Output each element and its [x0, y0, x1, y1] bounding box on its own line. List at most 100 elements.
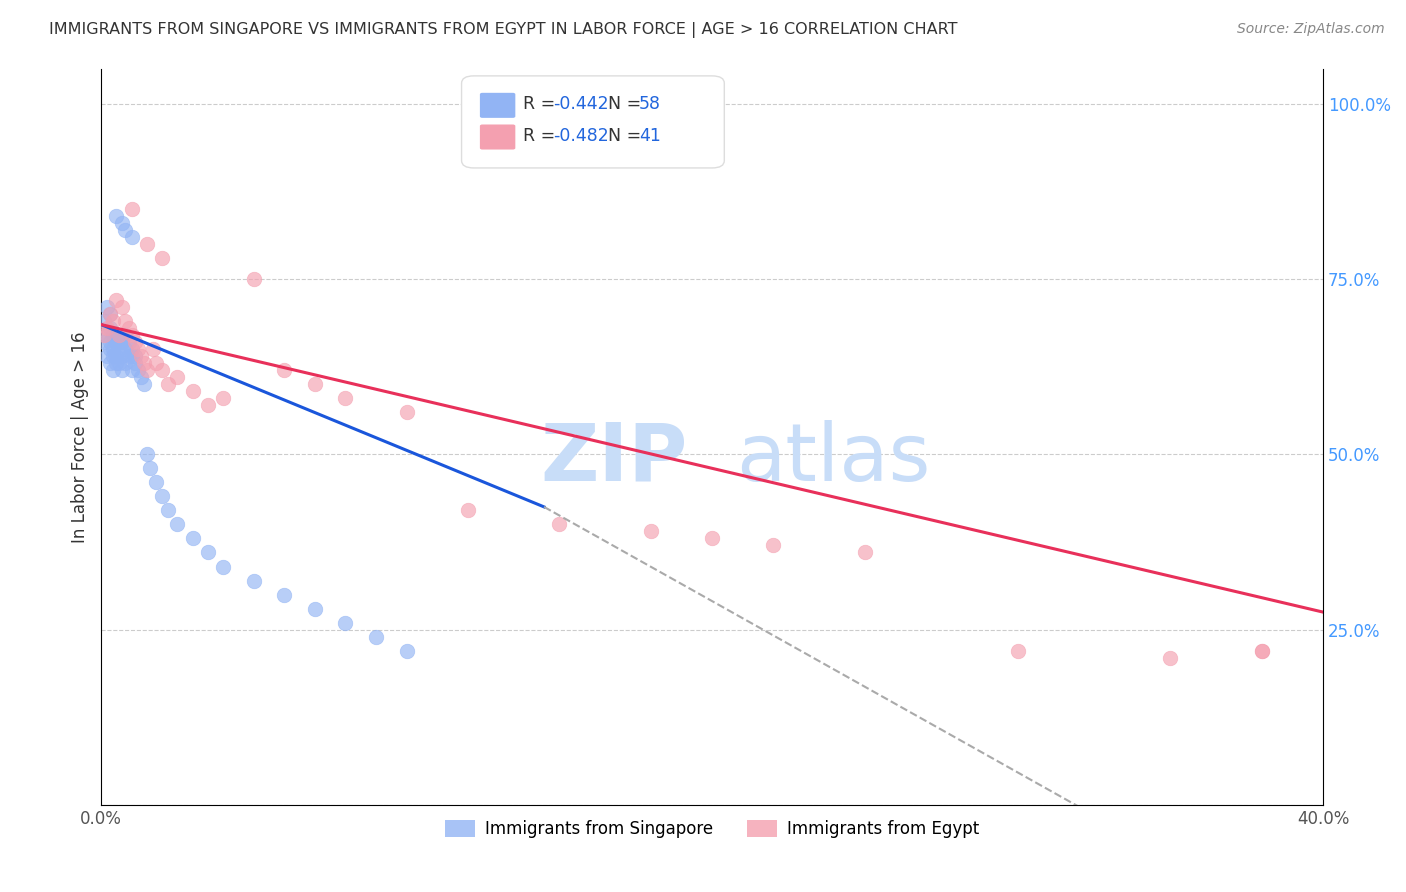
Point: [108, 328, 131, 343]
Point: [1251, 643, 1274, 657]
Text: R =: R =: [523, 95, 561, 113]
Point: [212, 391, 235, 405]
Point: [700, 532, 723, 546]
Point: [96, 328, 118, 343]
Point: [395, 405, 418, 419]
Point: [98, 356, 121, 370]
Point: [181, 384, 204, 399]
Point: [108, 356, 131, 370]
Point: [181, 532, 204, 546]
Point: [124, 334, 146, 349]
Point: [212, 559, 235, 574]
Point: [139, 461, 162, 475]
Point: [105, 293, 128, 307]
Point: [105, 209, 128, 223]
Text: IMMIGRANTS FROM SINGAPORE VS IMMIGRANTS FROM EGYPT IN LABOR FORCE | AGE > 16 COR: IMMIGRANTS FROM SINGAPORE VS IMMIGRANTS …: [49, 22, 957, 38]
Point: [1007, 643, 1029, 657]
Point: [114, 356, 136, 370]
Point: [273, 363, 295, 377]
Point: [150, 251, 173, 265]
Point: [135, 236, 157, 251]
Point: [135, 447, 157, 461]
Point: [127, 363, 149, 377]
Text: -0.482: -0.482: [553, 127, 609, 145]
FancyBboxPatch shape: [461, 76, 724, 168]
Point: [1159, 650, 1181, 665]
Point: [135, 363, 157, 377]
Point: [96, 321, 118, 335]
Point: [157, 377, 180, 392]
Point: [121, 363, 143, 377]
Point: [111, 334, 134, 349]
Point: [150, 489, 173, 503]
Point: [640, 524, 662, 539]
Point: [114, 314, 136, 328]
Point: [335, 615, 357, 630]
Point: [114, 342, 136, 356]
FancyBboxPatch shape: [479, 125, 516, 150]
Point: [457, 503, 479, 517]
Point: [121, 342, 143, 356]
Point: [111, 328, 134, 343]
Y-axis label: In Labor Force | Age > 16: In Labor Force | Age > 16: [72, 331, 89, 542]
Text: Source: ZipAtlas.com: Source: ZipAtlas.com: [1237, 22, 1385, 37]
Point: [108, 334, 131, 349]
Point: [548, 517, 571, 532]
Point: [111, 349, 134, 363]
Point: [335, 391, 357, 405]
Point: [145, 356, 167, 370]
Text: 58: 58: [638, 95, 661, 113]
Point: [111, 363, 134, 377]
Point: [96, 300, 118, 314]
Point: [105, 356, 128, 370]
Point: [111, 216, 134, 230]
Point: [108, 342, 131, 356]
Point: [121, 202, 143, 216]
Point: [127, 342, 149, 356]
Point: [150, 363, 173, 377]
Point: [129, 349, 152, 363]
Point: [105, 328, 128, 343]
Point: [121, 230, 143, 244]
Point: [114, 223, 136, 237]
Point: [166, 370, 188, 384]
Point: [103, 328, 125, 343]
Point: [132, 377, 155, 392]
Point: [111, 300, 134, 314]
Point: [108, 328, 131, 343]
Point: [243, 574, 266, 588]
Point: [98, 307, 121, 321]
Point: [132, 356, 155, 370]
Point: [197, 398, 219, 412]
Point: [124, 356, 146, 370]
Point: [105, 349, 128, 363]
Point: [121, 328, 143, 343]
Text: N =: N =: [609, 95, 647, 113]
Point: [103, 342, 125, 356]
Text: R =: R =: [523, 127, 561, 145]
Point: [395, 643, 418, 657]
Text: N =: N =: [609, 127, 647, 145]
Point: [853, 545, 876, 559]
Text: -0.442: -0.442: [553, 95, 609, 113]
Point: [145, 475, 167, 490]
Point: [304, 601, 326, 615]
Point: [157, 503, 180, 517]
Point: [142, 342, 165, 356]
Point: [103, 314, 125, 328]
Point: [762, 539, 785, 553]
Point: [98, 307, 121, 321]
Point: [243, 272, 266, 286]
Point: [117, 349, 139, 363]
Point: [103, 349, 125, 363]
Point: [1251, 643, 1274, 657]
Point: [197, 545, 219, 559]
Point: [124, 349, 146, 363]
Point: [117, 334, 139, 349]
Point: [364, 630, 387, 644]
Point: [273, 588, 295, 602]
Legend: Immigrants from Singapore, Immigrants from Egypt: Immigrants from Singapore, Immigrants fr…: [439, 813, 986, 845]
Point: [98, 342, 121, 356]
Point: [96, 349, 118, 363]
Point: [121, 349, 143, 363]
